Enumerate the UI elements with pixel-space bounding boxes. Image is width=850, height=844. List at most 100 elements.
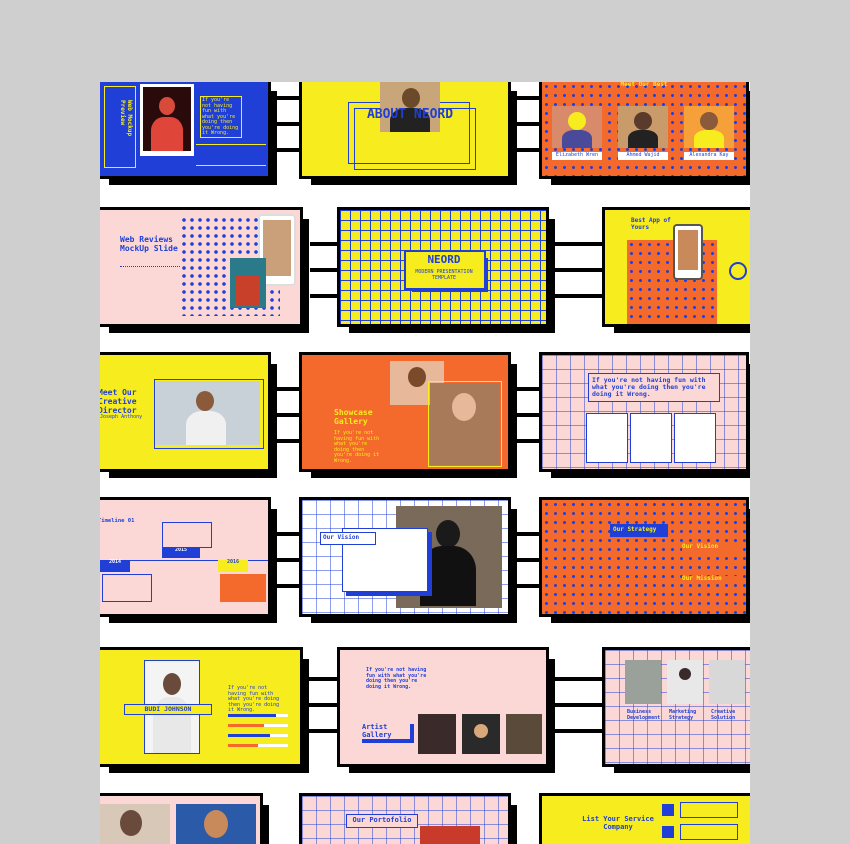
skill-bar-track (228, 744, 288, 747)
slide-title: ABOUT NEORD (366, 107, 454, 122)
slide-creative-director: Meet Our Creative Director Joseph Anthon… (100, 352, 271, 472)
cover-title: NEORD (427, 253, 461, 266)
person-head (159, 97, 175, 115)
service-label-3: Creative Solution (711, 709, 736, 721)
connector-bar (512, 387, 542, 391)
text-box (200, 96, 242, 138)
info-card-2 (630, 413, 672, 463)
landmark-photo (230, 258, 266, 308)
mission-heading: Our Mission (682, 575, 742, 583)
body-text: If you're not having fun with what you'r… (334, 430, 380, 464)
person-photo (380, 82, 440, 132)
person-body (151, 117, 183, 151)
connector-bar (272, 122, 302, 126)
connector-bar (300, 729, 340, 733)
slide-best-app: Best App of Yours (602, 207, 750, 327)
year-2014: 2014 (100, 559, 130, 572)
skill-bars (228, 714, 288, 754)
slide-budi-johnson: BUDI JOHNSON If you're not having fun wi… (100, 647, 303, 767)
connector-bar (546, 729, 606, 733)
slide-artist-gallery: If you're not having fun with what you'r… (337, 647, 549, 767)
slide-title: Showcase Gallery (334, 408, 373, 426)
slide-service-company: List Your Service Company (539, 793, 750, 844)
slide-title: List Your Service Company (582, 815, 654, 831)
service-item (680, 802, 738, 818)
team-photo-2 (667, 660, 703, 704)
quote-text: If you're not having fun with what you'r… (228, 685, 280, 713)
connector-bar (300, 677, 340, 681)
skill-bar-track (228, 724, 288, 727)
gallery-photo-2 (462, 714, 500, 754)
percent-ring (729, 262, 747, 280)
slide-web-reviews: Web Reviews MockUp Slide (100, 207, 303, 327)
dotted-panel (627, 240, 717, 324)
slide-web-mockup-preview: Web Mockup Preview If you're not having … (100, 82, 271, 179)
gallery-photo-3 (506, 714, 542, 754)
skill-bar-track (228, 734, 288, 737)
gallery-photo-1 (418, 714, 456, 754)
skill-bar-fill (228, 744, 258, 747)
cover-subtitle: MODERN PRESENTATION TEMPLATE (415, 269, 473, 281)
director-name: Joseph Anthony (100, 414, 143, 420)
info-card-3 (674, 413, 716, 463)
slide-timeline: Timeline 01 2014 2015 2016 (100, 497, 271, 617)
service-label-2: Marketing Strategy (669, 709, 697, 721)
slide-title: Our Vision (320, 532, 376, 545)
connector-bar (310, 242, 340, 246)
connector-bar (555, 268, 605, 272)
connector-bar (310, 268, 340, 272)
hand-phone-photo (673, 224, 703, 280)
slide-neord-cover: NEORD MODERN PRESENTATION TEMPLATE (337, 207, 549, 327)
person-head (196, 391, 214, 411)
timeline-card (162, 522, 212, 548)
connector-bar (512, 413, 542, 417)
quote-text: If you're not having fun with what you'r… (202, 97, 239, 136)
year-2016: 2016 (218, 559, 248, 572)
photo-frame (154, 379, 264, 449)
gallery-photo-2 (430, 383, 500, 465)
connector-bar (546, 677, 606, 681)
team-photo-1 (552, 106, 602, 148)
slide-title: Our Portofolio (346, 814, 418, 828)
person-head (402, 88, 420, 108)
skill-bar-fill (228, 724, 264, 727)
slide-our-portofolio: Our Portofolio (299, 793, 511, 844)
team-photo-3 (684, 106, 734, 148)
people-photo-2 (176, 804, 256, 844)
info-card-1 (586, 413, 628, 463)
slide-title: Timeline 01 (100, 518, 135, 524)
body-text (120, 266, 180, 297)
slide-title: Meet Our Best (620, 82, 668, 88)
timeline-line (100, 560, 268, 561)
template-preview-sheet: Web Mockup Preview If you're not having … (100, 82, 750, 844)
portrait-photo (140, 84, 194, 156)
slide-services-team: Business Development Marketing Strategy … (602, 647, 750, 767)
stripe-lines (196, 144, 266, 166)
connector-bar (512, 439, 542, 443)
person-head (163, 673, 181, 695)
timeline-card (220, 574, 266, 602)
portfolio-photo (420, 826, 480, 844)
slide-fun-quote: If you're not having fun with what you'r… (539, 352, 749, 472)
team-name-3: Alexandra Kay (684, 152, 734, 160)
connector-bar (512, 558, 542, 562)
slide-title: Meet Our Creative Director (100, 388, 137, 415)
service-icon (662, 804, 674, 816)
profile-name: BUDI JOHNSON (124, 704, 212, 716)
slide-title: Best App of Yours (631, 217, 671, 231)
connector-bar (512, 532, 542, 536)
team-photo-2 (618, 106, 668, 148)
connector-bar (272, 532, 302, 536)
vision-heading: Our Vision (682, 543, 742, 551)
connector-bar (555, 294, 605, 298)
skill-bar-fill (228, 734, 270, 737)
people-photo-1 (100, 804, 170, 844)
person-head (436, 520, 460, 548)
person-body (186, 411, 226, 445)
slide-title: Web Mockup Preview (119, 100, 133, 137)
service-item (680, 824, 738, 840)
year-2015: 2015 (162, 547, 200, 558)
slide-title: Our Strategy (610, 524, 668, 537)
photo-frame (428, 381, 502, 467)
director-photo (156, 381, 260, 445)
